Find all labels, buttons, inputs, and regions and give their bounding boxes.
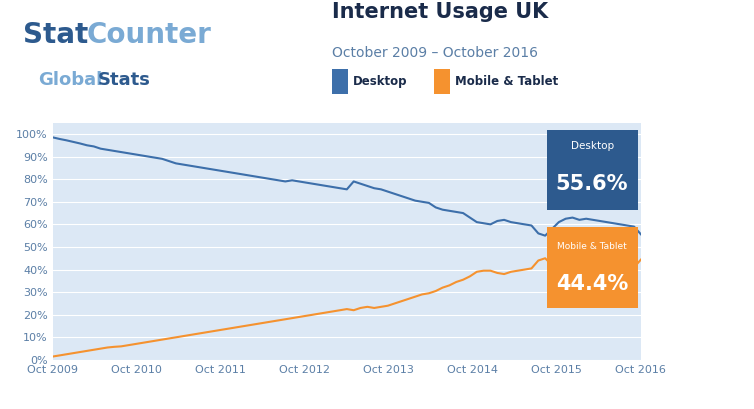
- Text: 55.6%: 55.6%: [556, 174, 628, 194]
- Text: Desktop: Desktop: [571, 142, 614, 151]
- Text: Stats: Stats: [98, 71, 151, 89]
- Text: Stat: Stat: [23, 20, 88, 49]
- Text: Internet Usage UK: Internet Usage UK: [332, 2, 548, 22]
- Bar: [332, 69, 348, 94]
- FancyBboxPatch shape: [547, 227, 638, 308]
- Bar: [434, 69, 450, 94]
- Text: Counter: Counter: [87, 20, 212, 49]
- FancyBboxPatch shape: [547, 130, 638, 211]
- Text: Global: Global: [38, 71, 102, 89]
- Text: Mobile & Tablet: Mobile & Tablet: [557, 242, 627, 251]
- Text: Mobile & Tablet: Mobile & Tablet: [455, 75, 558, 88]
- Text: 44.4%: 44.4%: [556, 274, 628, 294]
- Text: October 2009 – October 2016: October 2009 – October 2016: [332, 46, 538, 60]
- Text: Desktop: Desktop: [353, 75, 407, 88]
